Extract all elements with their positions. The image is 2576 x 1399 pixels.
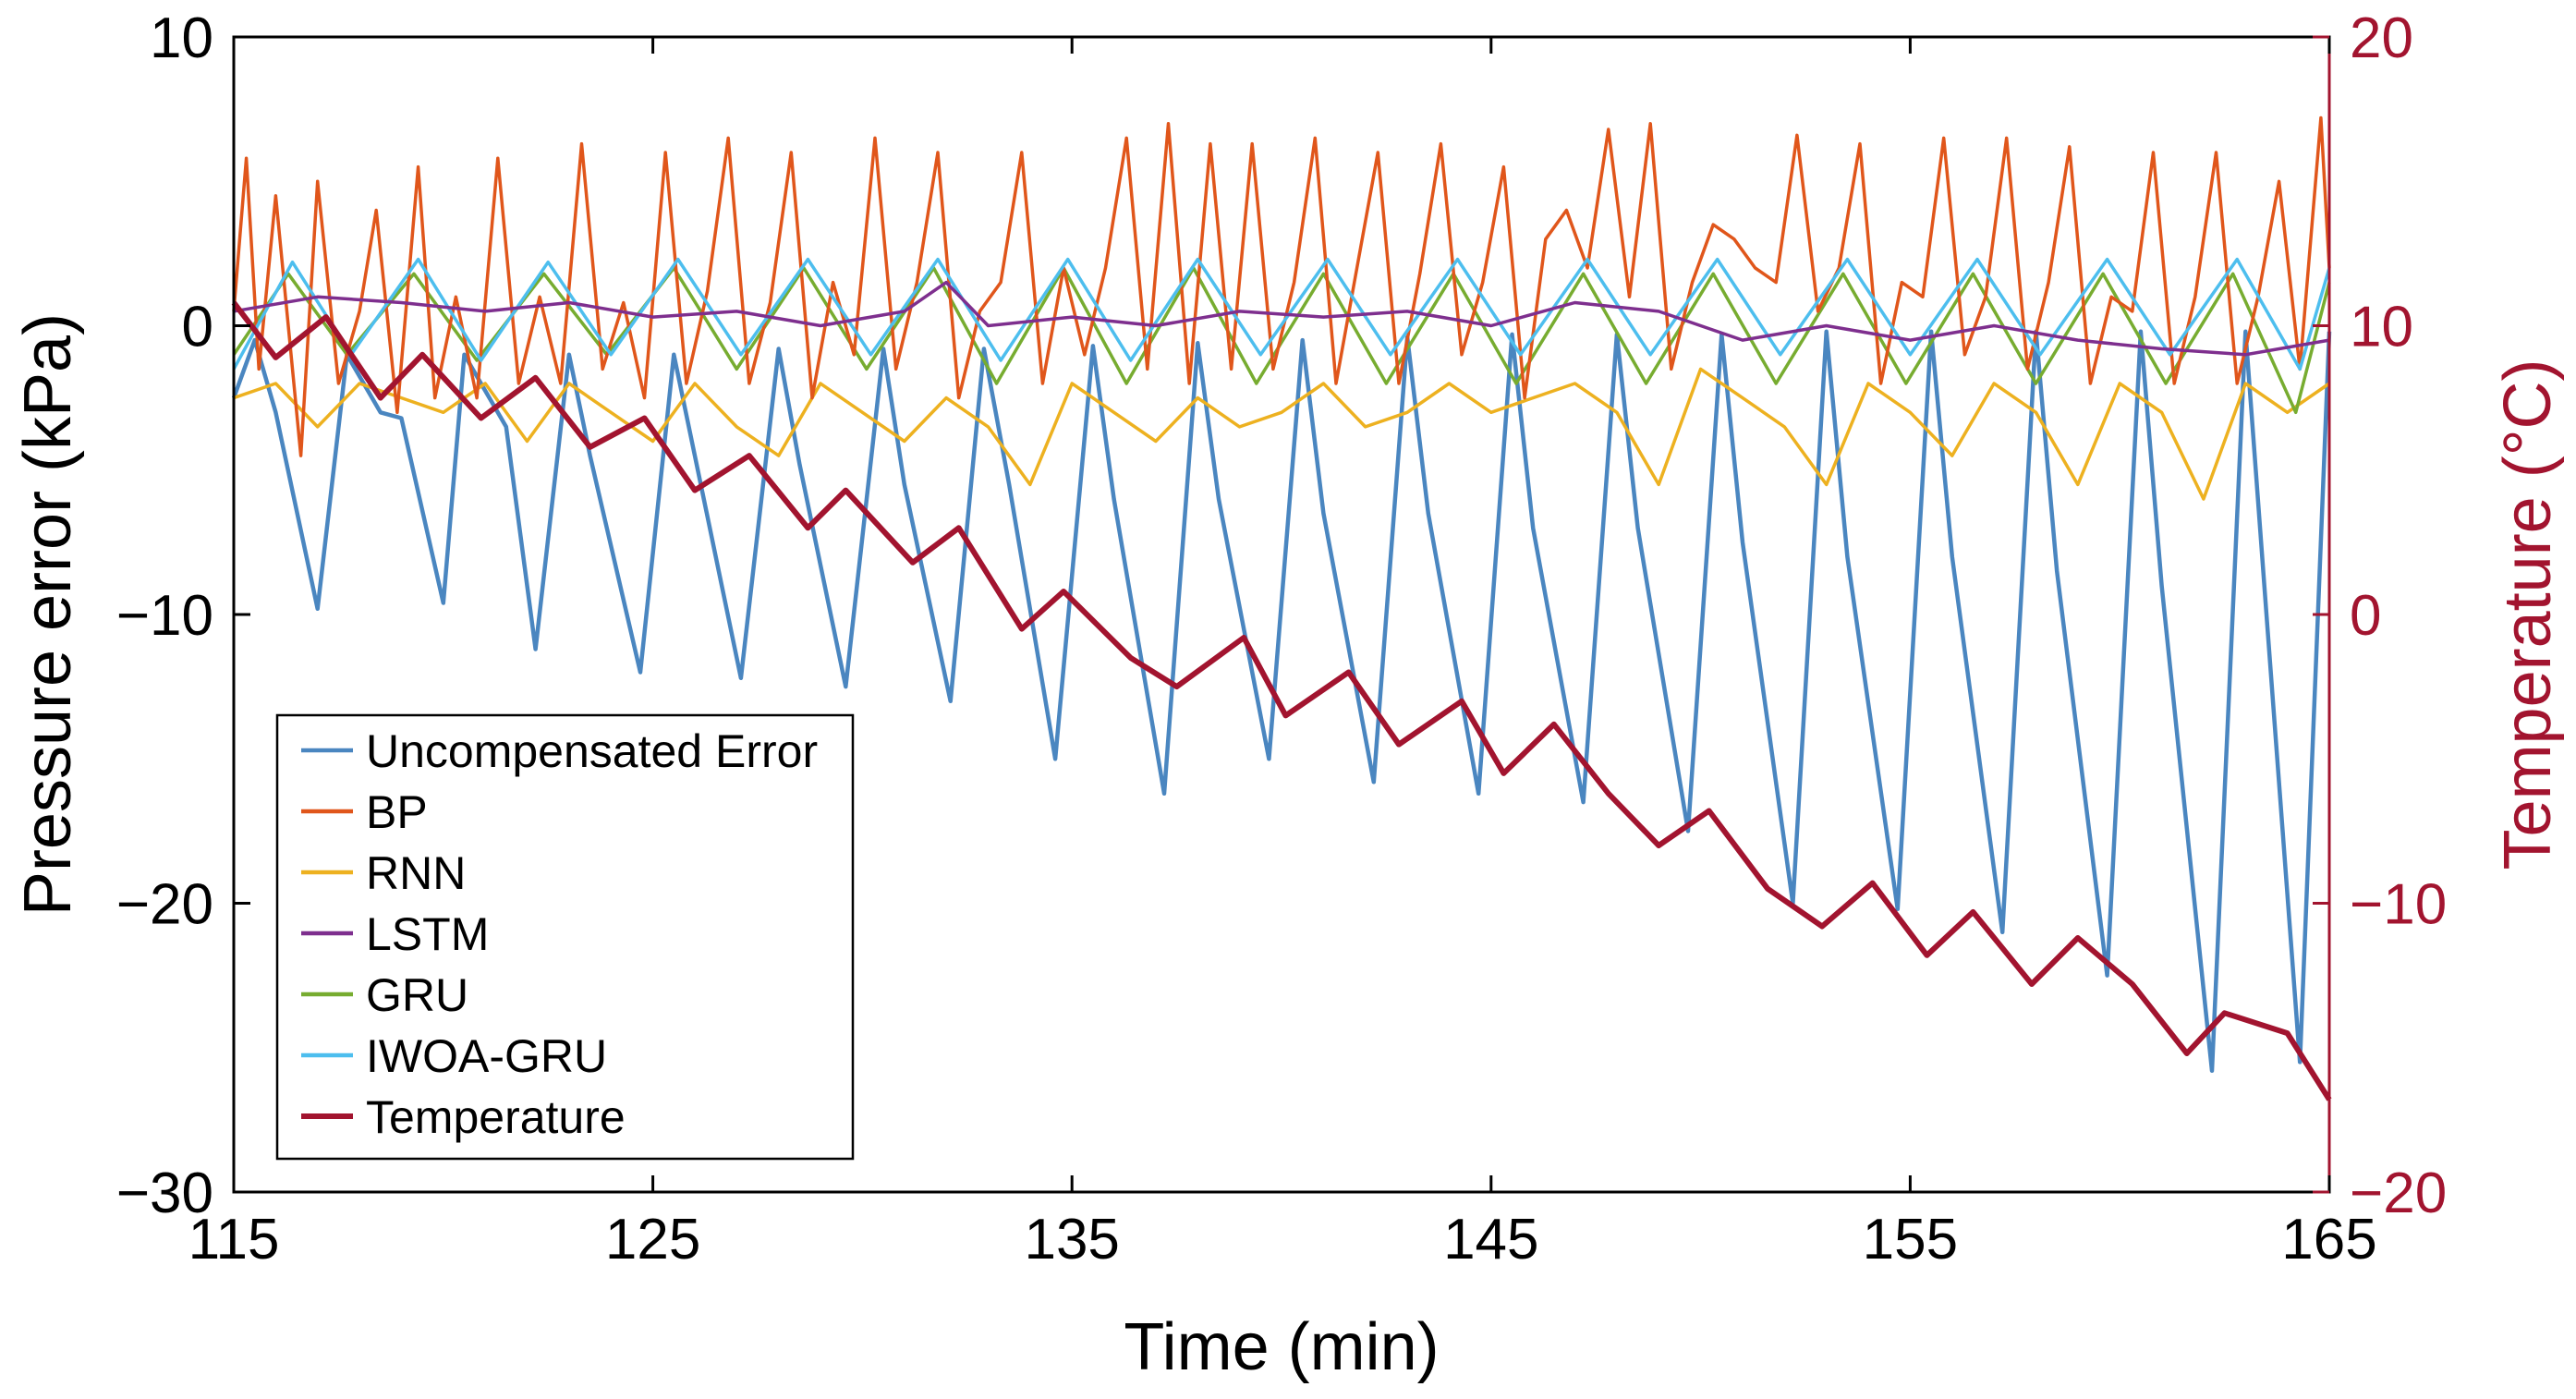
x-tick-label: 145 (1443, 1208, 1538, 1271)
x-tick-label: 155 (1863, 1208, 1958, 1271)
y-tick-label: −20 (116, 873, 213, 937)
y2-tick-label: −20 (2350, 1162, 2447, 1225)
y-tick-label: −30 (116, 1162, 213, 1225)
y-axis-title: Pressure error (kPa) (11, 313, 85, 916)
series-line-lstm (233, 280, 2330, 357)
series-line-uncompensated (231, 329, 2332, 1074)
legend-label: LSTM (366, 908, 489, 960)
series-layer (231, 116, 2332, 1101)
legend-label: BP (366, 786, 428, 838)
y-tick-label: −10 (116, 584, 213, 648)
y-tick-label: 10 (150, 6, 213, 70)
y-tick-label: 0 (182, 296, 213, 359)
series-line-iwoa-gru (232, 257, 2331, 371)
legend-label: Temperature (366, 1091, 626, 1143)
y2-axis-title: Temperature (°C) (2491, 359, 2565, 870)
y2-tick-label: −10 (2350, 873, 2447, 937)
legend-box (275, 713, 855, 1161)
x-tick-label: 165 (2281, 1208, 2376, 1271)
series-line-rnn (233, 367, 2330, 501)
series-line-bp (232, 116, 2331, 457)
legend-label: RNN (366, 847, 466, 899)
legend-label: Uncompensated Error (366, 725, 818, 777)
x-tick-label: 115 (188, 1208, 280, 1271)
tick-layer: 115 125 135 145 155 165 10 0 −10 −20 −30 20 10 0 −10 −2… (116, 6, 2447, 1271)
x-axis-title: Time (min) (1124, 1310, 1439, 1384)
x-tick-label: 125 (605, 1208, 700, 1271)
y2-tick-label: 10 (2350, 296, 2413, 359)
legend-label: IWOA-GRU (366, 1030, 607, 1082)
series-line-temperature (231, 300, 2332, 1101)
y2-tick-label: 20 (2350, 6, 2413, 70)
legend-label: GRU (366, 969, 468, 1021)
x-tick-label: 135 (1024, 1208, 1119, 1271)
legend: Uncompensated Error BP RNN LSTM GRU IWOA-GRU T… (275, 713, 855, 1161)
y2-tick-label: 0 (2350, 584, 2381, 648)
